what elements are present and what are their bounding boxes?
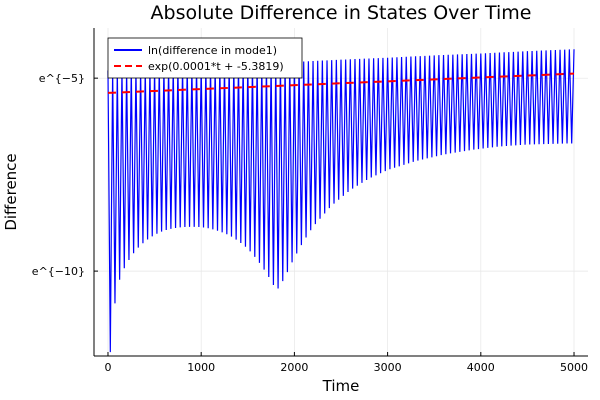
legend-box [107,37,303,79]
x-tick-label: 4000 [467,361,495,374]
y-tick-label: e^{−5} [39,72,85,85]
y-axis-label: Difference [2,153,20,230]
series-line-fit [107,72,575,94]
axis-layer [93,28,588,357]
x-axis-label: Time [322,377,360,395]
legend: ln(difference in mode1) exp(0.0001*t + -… [107,37,303,79]
x-tick-label: 1000 [187,361,215,374]
series-line-mode1 [107,49,575,353]
chart-title: Absolute Difference in States Over Time [151,2,532,24]
legend-label-series-1: exp(0.0001*t + -5.3819) [148,60,284,73]
legend-label-series-0: ln(difference in mode1) [148,44,277,57]
x-tick-label: 5000 [560,361,588,374]
x-tick-label: 0 [104,361,111,374]
x-tick-label: 2000 [280,361,308,374]
tick-layer: 0 1000 2000 3000 4000 5000 e^{−5} e^{−10} [32,72,588,374]
series-layer [107,49,575,353]
x-tick-label: 3000 [374,361,402,374]
y-tick-label: e^{−10} [32,265,85,278]
